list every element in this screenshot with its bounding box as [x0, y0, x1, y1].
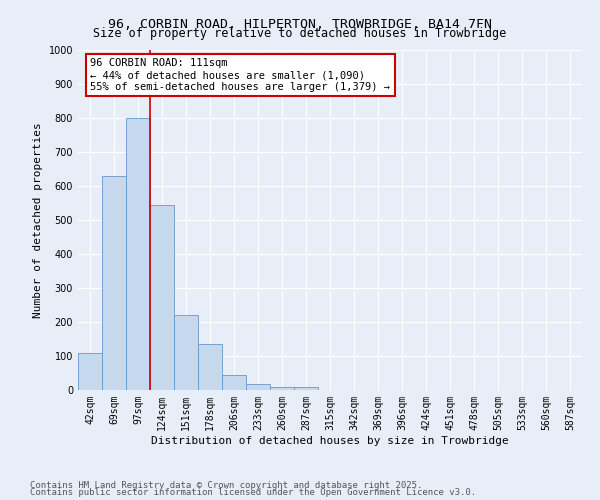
Bar [198, 344, 222, 390]
Bar [150, 204, 174, 390]
Y-axis label: Number of detached properties: Number of detached properties [33, 122, 43, 318]
Bar [126, 118, 150, 390]
Bar [102, 176, 126, 390]
Text: Size of property relative to detached houses in Trowbridge: Size of property relative to detached ho… [94, 28, 506, 40]
Text: 96, CORBIN ROAD, HILPERTON, TROWBRIDGE, BA14 7FN: 96, CORBIN ROAD, HILPERTON, TROWBRIDGE, … [108, 18, 492, 30]
Bar [174, 315, 198, 390]
Bar [270, 387, 294, 390]
Text: 96 CORBIN ROAD: 111sqm
← 44% of detached houses are smaller (1,090)
55% of semi-: 96 CORBIN ROAD: 111sqm ← 44% of detached… [91, 58, 391, 92]
Bar [294, 386, 318, 390]
Bar [78, 352, 102, 390]
Text: Contains public sector information licensed under the Open Government Licence v3: Contains public sector information licen… [30, 488, 476, 497]
Text: Contains HM Land Registry data © Crown copyright and database right 2025.: Contains HM Land Registry data © Crown c… [30, 480, 422, 490]
Bar [246, 384, 270, 390]
Bar [222, 376, 246, 390]
X-axis label: Distribution of detached houses by size in Trowbridge: Distribution of detached houses by size … [151, 436, 509, 446]
